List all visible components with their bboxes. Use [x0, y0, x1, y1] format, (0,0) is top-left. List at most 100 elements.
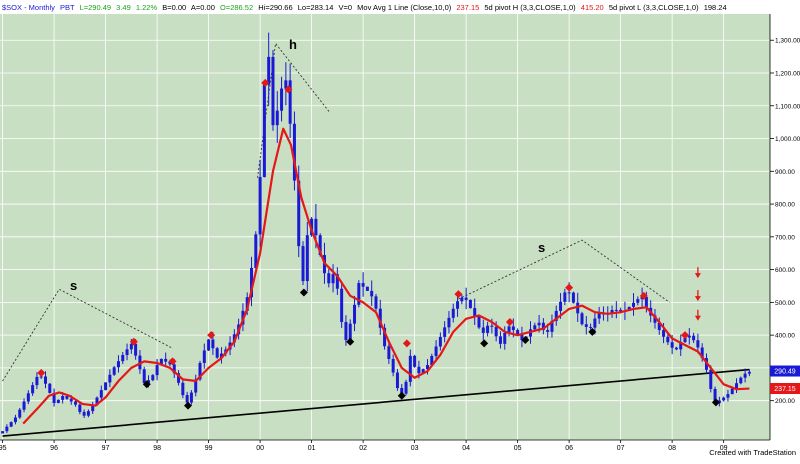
ma-price-tag: 237.15	[770, 383, 800, 395]
price-bar-body	[511, 326, 515, 331]
price-bar-body	[280, 88, 284, 111]
price-bar-body	[365, 286, 369, 291]
price-bar-body	[155, 365, 159, 376]
price-bar-body	[340, 288, 344, 323]
price-bar-body	[181, 382, 185, 396]
x-tick-label: 09	[720, 445, 728, 452]
price-bar-body	[125, 349, 129, 356]
down-arrow-head	[694, 296, 701, 302]
price-bar-body	[18, 409, 22, 418]
s-right-label: s	[538, 240, 545, 255]
pivot-high-marker	[565, 283, 574, 292]
price-bar-body	[189, 392, 193, 403]
price-bar-body	[56, 399, 60, 403]
price-bar-body	[683, 337, 687, 343]
price-bar-body	[74, 401, 78, 405]
price-bar-body	[284, 80, 288, 89]
price-bar-body	[709, 369, 713, 389]
price-bar-body	[61, 396, 65, 400]
price-bar-body	[121, 355, 125, 362]
y-tick-label: 500.00	[775, 300, 795, 307]
s-left-label: s	[70, 278, 77, 293]
price-bar-body	[215, 348, 219, 358]
price-bar-body	[653, 315, 657, 323]
header-symbol: $SOX - Monthly	[2, 3, 55, 12]
price-bar-body	[735, 383, 739, 389]
price-bar-body	[597, 312, 601, 319]
last-price-tag: 290.49	[770, 365, 800, 377]
price-bar-body	[69, 398, 73, 402]
header-study3: 5d pivot L (3,3,CLOSE,1,0)	[609, 3, 699, 12]
price-bar-body	[86, 411, 90, 416]
price-bar-body	[292, 123, 296, 181]
pivot-high-marker	[207, 331, 216, 340]
price-bar-body	[254, 234, 258, 268]
price-bar-body	[533, 325, 537, 330]
y-tick-label: 600.00	[775, 267, 795, 274]
price-bar-body	[194, 379, 198, 393]
y-tick-label: 900.00	[775, 169, 795, 176]
price-bar-body	[250, 267, 254, 298]
price-bar-body	[434, 346, 438, 357]
price-bar-body	[443, 327, 447, 337]
x-tick-label: 98	[153, 445, 161, 452]
down-arrow-head	[694, 273, 701, 279]
price-bar-body	[687, 335, 691, 338]
price-bar-body	[258, 177, 262, 235]
price-bar-body	[172, 364, 176, 374]
plot-area	[0, 14, 770, 440]
price-bar-body	[185, 395, 189, 403]
price-bar-body	[262, 84, 266, 178]
price-bar-body	[425, 365, 429, 370]
price-bar-body	[318, 235, 322, 256]
y-tick-label: 700.00	[775, 234, 795, 241]
price-bar-body	[589, 326, 593, 328]
price-bar-body	[747, 371, 751, 374]
y-tick-label: 1,100.00	[775, 103, 800, 110]
price-bar-body	[387, 346, 391, 359]
price-bar-body	[516, 330, 520, 335]
x-tick-label: 96	[50, 445, 58, 452]
price-bar-body	[666, 336, 670, 343]
price-bar-body	[104, 382, 108, 391]
price-bar-body	[430, 356, 434, 366]
price-bar-body	[477, 316, 481, 328]
price-bar-body	[644, 296, 648, 308]
x-tick-label: 04	[462, 445, 470, 452]
pivot-high-marker	[129, 337, 138, 346]
price-bar-body	[198, 362, 202, 380]
down-arrow-head	[694, 315, 701, 321]
price-bar-body	[39, 376, 43, 378]
price-bar-body	[593, 318, 597, 328]
moving-average-line	[22, 127, 750, 425]
pivot-high-marker	[681, 331, 690, 340]
price-bar-body	[78, 404, 82, 412]
price-bar-body	[147, 380, 151, 383]
price-bar-body	[99, 390, 103, 398]
price-bar-body	[378, 308, 382, 328]
price-bar-body	[91, 405, 95, 412]
pivot-low-marker	[711, 398, 720, 407]
price-bar-body	[164, 358, 168, 362]
trendline-layer	[2, 368, 750, 437]
price-bar-body	[554, 310, 558, 321]
price-bar-body	[288, 80, 292, 124]
pivot-low-marker	[397, 391, 406, 400]
footer-credit: Created with TradeStation	[709, 448, 796, 457]
price-bar-body	[232, 334, 236, 343]
price-bar-body	[35, 376, 39, 386]
price-bar-body	[202, 350, 206, 363]
price-bar-body	[207, 339, 211, 351]
price-bar-body	[357, 283, 361, 305]
price-bar-body	[219, 353, 223, 358]
price-bar-body	[1, 431, 5, 434]
price-bar-body	[267, 56, 271, 85]
price-bar-body	[576, 302, 580, 314]
header-exchange: PBT	[60, 3, 75, 12]
price-bar-body	[142, 369, 146, 383]
x-tick-label: 03	[411, 445, 419, 452]
price-bar-body	[546, 330, 550, 332]
price-bar-body	[571, 292, 575, 303]
pivot-high-marker	[37, 368, 46, 377]
